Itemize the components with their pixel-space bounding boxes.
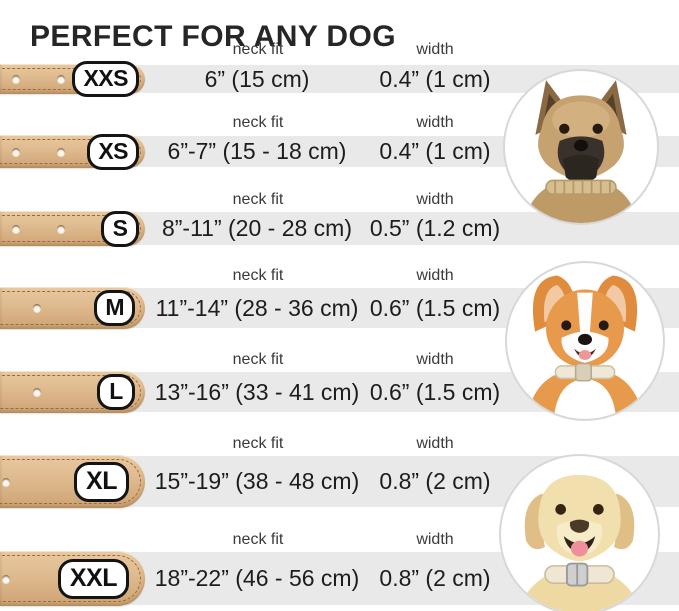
collar-hole xyxy=(33,388,41,396)
neck-fit-value: 11”-14” (28 - 36 cm) xyxy=(155,295,359,321)
size-badge-xl: XL xyxy=(74,461,129,502)
size-badge-m: M xyxy=(94,290,135,326)
neck-fit-column-label: neck fit xyxy=(232,435,284,452)
size-badge-s: S xyxy=(101,210,139,247)
neck-fit-column-label: neck fit xyxy=(232,41,284,58)
terrier-photo xyxy=(503,69,659,225)
size-badge-xxs: XXS xyxy=(72,61,139,97)
collar-strap: S xyxy=(0,210,145,247)
collar-hole xyxy=(57,224,65,233)
neck-fit-column-label: neck fit xyxy=(232,267,284,284)
collar-strap: XS xyxy=(0,133,145,170)
collar-strap: L xyxy=(0,371,145,413)
collar-hole xyxy=(12,224,20,233)
width-value: 0.5” (1.2 cm) xyxy=(369,215,501,241)
labrador-photo xyxy=(499,454,660,611)
neck-fit-value: 8”-11” (20 - 28 cm) xyxy=(161,215,352,241)
width-column-label: width xyxy=(416,435,454,452)
collar-hole xyxy=(2,477,10,486)
collar-strap: XL xyxy=(0,455,145,508)
size-badge-xs: XS xyxy=(87,133,139,170)
collar-strap: XXS xyxy=(0,61,145,97)
neck-fit-value: 6”-7” (15 - 18 cm) xyxy=(167,138,347,164)
neck-fit-value: 13”-16” (33 - 41 cm) xyxy=(154,379,360,405)
corgi-photo xyxy=(505,261,665,421)
neck-fit-value: 15”-19” (38 - 48 cm) xyxy=(154,468,360,494)
neck-fit-column-label: neck fit xyxy=(232,114,284,131)
collar-hole xyxy=(2,574,10,583)
width-column-label: width xyxy=(416,531,454,548)
width-value: 0.6” (1.5 cm) xyxy=(369,379,501,405)
neck-fit-column-label: neck fit xyxy=(232,351,284,368)
collar-strap: XXL xyxy=(0,551,145,606)
width-value: 0.4” (1 cm) xyxy=(379,138,491,164)
collar-hole xyxy=(57,147,65,156)
page-title: PERFECT FOR ANY DOG xyxy=(30,20,396,54)
width-column-label: width xyxy=(416,41,454,58)
neck-fit-column-label: neck fit xyxy=(232,191,284,208)
size-badge-l: L xyxy=(97,374,135,410)
width-value: 0.8” (2 cm) xyxy=(379,565,491,591)
width-column-label: width xyxy=(416,191,454,208)
neck-fit-value: 18”-22” (46 - 56 cm) xyxy=(154,565,360,591)
width-column-label: width xyxy=(416,114,454,131)
width-column-label: width xyxy=(416,351,454,368)
size-badge-xxl: XXL xyxy=(57,558,129,599)
width-column-label: width xyxy=(416,267,454,284)
collar-hole xyxy=(33,304,41,312)
collar-hole xyxy=(12,147,20,156)
width-value: 0.6” (1.5 cm) xyxy=(369,295,501,321)
collar-strap: M xyxy=(0,287,145,329)
collar-hole xyxy=(57,75,65,83)
neck-fit-value: 6” (15 cm) xyxy=(204,66,310,92)
width-value: 0.4” (1 cm) xyxy=(379,66,491,92)
collar-hole xyxy=(12,75,20,83)
neck-fit-column-label: neck fit xyxy=(232,531,284,548)
width-value: 0.8” (2 cm) xyxy=(379,468,491,494)
